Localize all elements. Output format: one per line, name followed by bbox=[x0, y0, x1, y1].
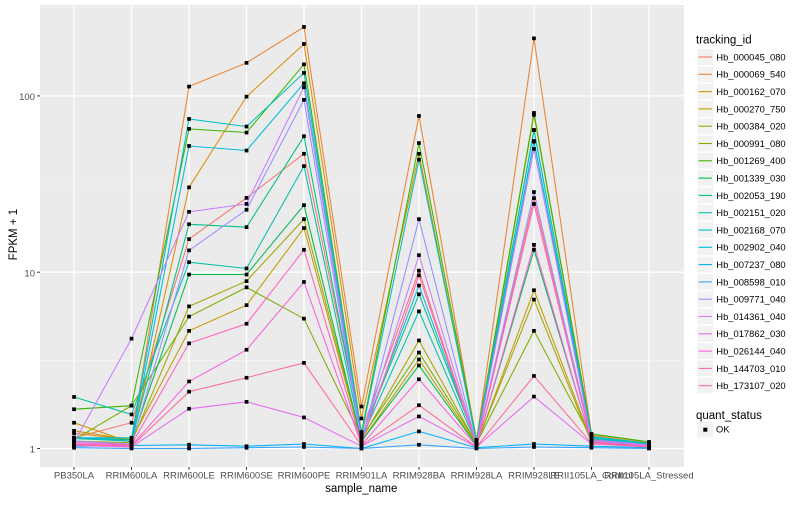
svg-text:Hb_000045_080: Hb_000045_080 bbox=[716, 51, 785, 62]
svg-text:PB350LA: PB350LA bbox=[54, 471, 95, 482]
svg-text:RRIM600SE: RRIM600SE bbox=[220, 471, 273, 482]
svg-text:Hb_001269_400: Hb_001269_400 bbox=[716, 155, 785, 166]
svg-text:sample_name: sample_name bbox=[325, 483, 397, 495]
svg-text:Hb_173107_020: Hb_173107_020 bbox=[716, 380, 785, 391]
svg-text:RRIM600LA: RRIM600LA bbox=[106, 471, 158, 482]
svg-text:Hb_008598_010: Hb_008598_010 bbox=[716, 276, 785, 287]
svg-text:Hb_000991_080: Hb_000991_080 bbox=[716, 138, 785, 149]
svg-text:Hb_000162_070: Hb_000162_070 bbox=[716, 86, 785, 97]
svg-text:Hb_002053_190: Hb_002053_190 bbox=[716, 190, 785, 201]
svg-text:RRII105LA_Stressed: RRII105LA_Stressed bbox=[604, 471, 693, 482]
svg-text:RRIM928LE: RRIM928LE bbox=[508, 471, 560, 482]
svg-text:RRIM600LE: RRIM600LE bbox=[163, 471, 215, 482]
svg-text:Hb_002151_020: Hb_002151_020 bbox=[716, 207, 785, 218]
svg-text:Hb_000069_540: Hb_000069_540 bbox=[716, 69, 785, 80]
svg-text:Hb_007237_080: Hb_007237_080 bbox=[716, 259, 785, 270]
svg-text:RRIM928BA: RRIM928BA bbox=[393, 471, 446, 482]
svg-text:Hb_144703_010: Hb_144703_010 bbox=[716, 363, 785, 374]
svg-text:RRIM901LA: RRIM901LA bbox=[336, 471, 388, 482]
svg-text:Hb_001339_030: Hb_001339_030 bbox=[716, 173, 785, 184]
svg-text:100: 100 bbox=[19, 92, 35, 103]
svg-text:Hb_002168_070: Hb_002168_070 bbox=[716, 224, 785, 235]
svg-text:tracking_id: tracking_id bbox=[696, 35, 752, 47]
svg-text:FPKM + 1: FPKM + 1 bbox=[8, 209, 20, 260]
svg-text:Hb_009771_040: Hb_009771_040 bbox=[716, 294, 785, 305]
svg-text:quant_status: quant_status bbox=[696, 410, 762, 422]
svg-text:Hb_026144_040: Hb_026144_040 bbox=[716, 346, 785, 357]
svg-text:RRIM928LA: RRIM928LA bbox=[451, 471, 503, 482]
svg-text:Hb_002902_040: Hb_002902_040 bbox=[716, 242, 785, 253]
svg-text:1: 1 bbox=[30, 445, 35, 456]
svg-text:RRIM600PE: RRIM600PE bbox=[278, 471, 331, 482]
svg-text:Hb_000270_750: Hb_000270_750 bbox=[716, 103, 785, 114]
svg-text:10: 10 bbox=[24, 268, 35, 279]
svg-text:OK: OK bbox=[716, 424, 730, 435]
svg-text:RRII105LA_Control: RRII105LA_Control bbox=[550, 471, 632, 482]
svg-text:Hb_014361_040: Hb_014361_040 bbox=[716, 311, 785, 322]
svg-text:Hb_000384_020: Hb_000384_020 bbox=[716, 121, 785, 132]
svg-text:Hb_017862_030: Hb_017862_030 bbox=[716, 328, 785, 339]
